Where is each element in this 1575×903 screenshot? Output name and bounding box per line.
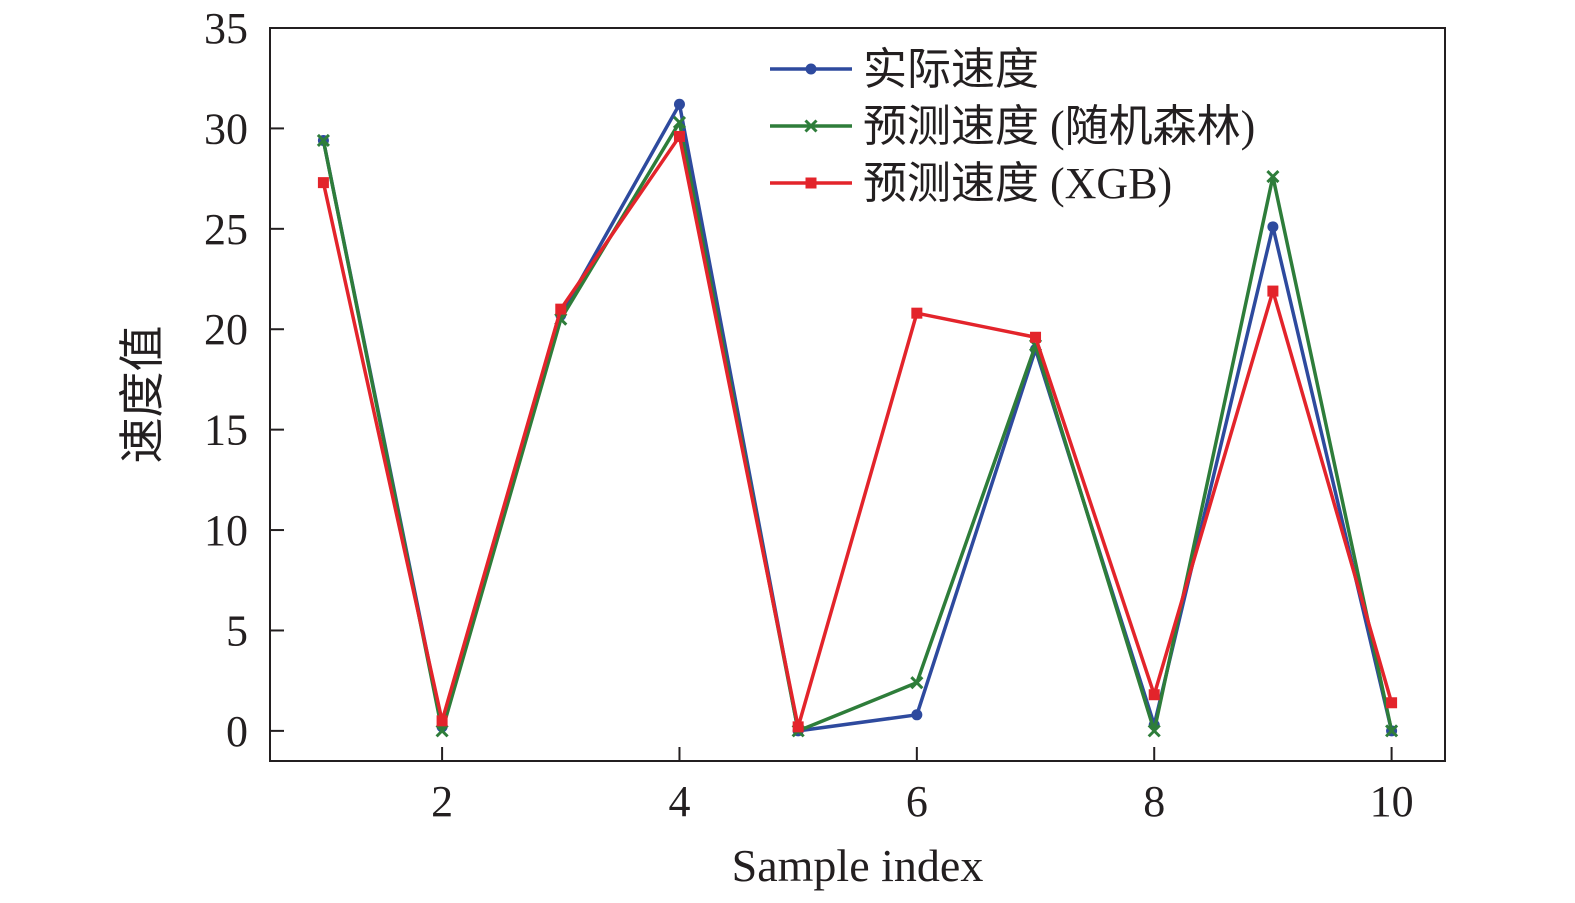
legend-item: 预测速度 (随机森林) xyxy=(770,102,1255,151)
y-tick-label: 5 xyxy=(226,606,248,655)
x-axis-title: Sample index xyxy=(732,840,984,891)
y-tick-label: 30 xyxy=(204,104,248,153)
legend-item: 实际速度 xyxy=(770,45,1039,94)
legend-label: 预测速度 (XGB) xyxy=(863,159,1172,208)
series-layer xyxy=(316,98,1399,738)
data-point xyxy=(673,98,685,110)
y-tick-label: 15 xyxy=(204,406,248,455)
x-tick-label: 2 xyxy=(431,777,453,826)
x-tick-label: 8 xyxy=(1143,777,1165,826)
legend-label: 实际速度 xyxy=(863,45,1039,94)
data-point xyxy=(1148,689,1160,701)
data-point xyxy=(1267,285,1279,297)
data-point xyxy=(792,721,804,733)
x-tick-label: 10 xyxy=(1370,777,1414,826)
data-point xyxy=(317,177,329,189)
y-axis: 0 5 10 15 20 25 30 35 xyxy=(204,4,284,756)
data-point xyxy=(435,724,449,738)
x-tick-label: 4 xyxy=(668,777,690,826)
y-tick-label: 20 xyxy=(204,305,248,354)
series-line xyxy=(321,134,1394,729)
series-2 xyxy=(316,115,1399,738)
x-axis: 2 4 6 8 10 xyxy=(431,747,1414,826)
y-tick-label: 10 xyxy=(204,506,248,555)
y-tick-label: 35 xyxy=(204,4,248,53)
plot-border xyxy=(269,27,1446,762)
data-point xyxy=(1147,724,1161,738)
series-line xyxy=(321,120,1394,733)
series-3 xyxy=(317,130,1398,733)
legend-label: 预测速度 (随机森林) xyxy=(863,102,1255,151)
series-line xyxy=(321,102,1394,733)
data-point xyxy=(436,715,448,727)
data-point xyxy=(1385,724,1399,738)
x-tick-label: 6 xyxy=(906,777,928,826)
plot-frame xyxy=(269,27,1446,762)
data-point xyxy=(555,303,567,315)
legend-marker xyxy=(805,63,817,75)
data-point xyxy=(910,676,924,690)
data-point xyxy=(1266,170,1280,184)
y-tick-label: 0 xyxy=(226,707,248,756)
y-tick-label: 25 xyxy=(204,205,248,254)
data-point xyxy=(672,115,687,129)
data-point xyxy=(1386,697,1398,709)
y-axis-title: 速度值 xyxy=(117,326,168,464)
data-point xyxy=(316,133,330,148)
legend-marker xyxy=(805,177,817,189)
data-point xyxy=(1267,221,1279,233)
data-point xyxy=(911,307,923,319)
data-point xyxy=(911,709,923,721)
data-point xyxy=(1030,331,1042,343)
data-point xyxy=(673,130,685,142)
legend-marker xyxy=(804,119,818,133)
legend-item: 预测速度 (XGB) xyxy=(770,159,1172,208)
